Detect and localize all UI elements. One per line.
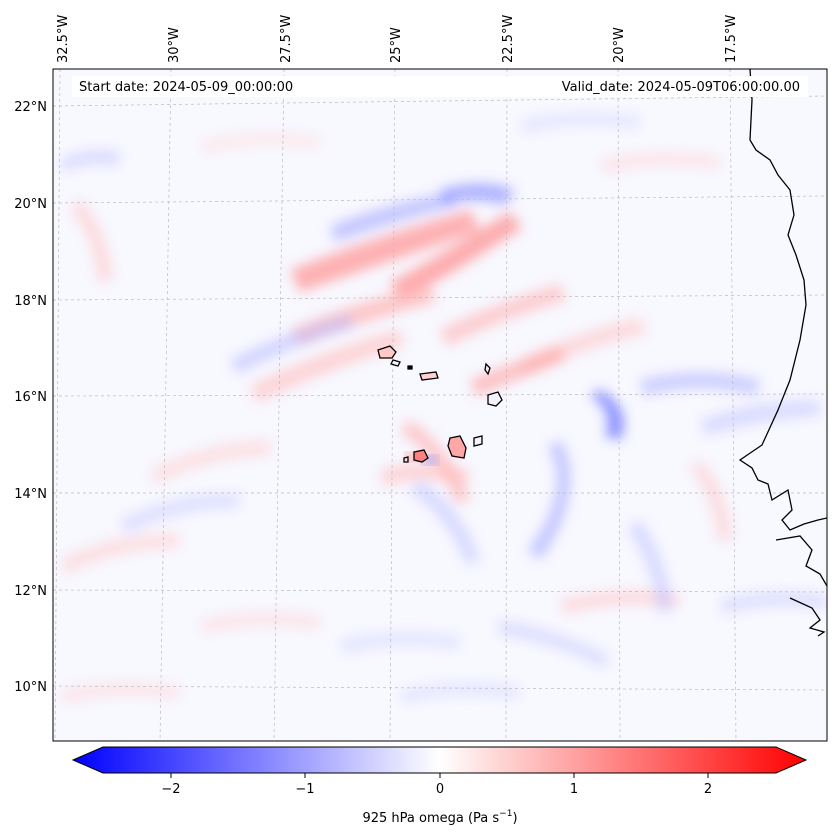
lat-label: 22°N [14,100,47,115]
colorbar: −2 −1 0 1 2 925 hPa omega (Pa s−1) [71,746,808,826]
date-annotation: Start date: 2024-05-09_00:00:00 Valid_da… [72,76,808,97]
colorbar-tick: −1 [295,782,314,797]
lon-label: 17.5°W [724,15,739,63]
valid-date-label: Valid_date: 2024-05-09T06:00:00.00 [562,80,800,95]
omega-field [60,111,827,704]
colorbar-tick: 0 [436,782,444,797]
map-background [53,69,827,741]
lon-label: 27.5°W [279,15,294,63]
lat-label: 20°N [14,197,47,212]
map-panel: Start date: 2024-05-09_00:00:00 Valid_da… [14,15,828,742]
lat-label: 10°N [14,680,47,695]
colorbar-tick: −2 [161,782,180,797]
colorbar-tick: 2 [704,782,712,797]
colorbar-gradient [71,746,808,774]
lon-label: 30°W [167,27,182,63]
colorbar-label: 925 hPa omega (Pa s−1) [362,809,517,826]
colorbar-tick: 1 [570,782,578,797]
lon-label: 20°W [612,27,627,63]
latitude-labels: 22°N 20°N 18°N 16°N 14°N 12°N 10°N [14,100,47,695]
lat-label: 14°N [14,487,47,502]
lat-label: 16°N [14,390,47,405]
colorbar-label-prefix: 925 hPa omega (Pa s [362,811,499,826]
gridlines [53,69,827,741]
cape-verde-islands [377,345,503,463]
start-date-label: Start date: 2024-05-09_00:00:00 [79,80,293,95]
longitude-labels: 32.5°W 30°W 27.5°W 25°W 22.5°W 20°W 17.5… [56,15,739,63]
coastline [738,69,827,637]
map-frame [52,68,828,742]
lat-label: 12°N [14,584,47,599]
lon-label: 32.5°W [56,15,71,63]
colorbar-label-suffix: ) [512,811,517,826]
lon-label: 22.5°W [501,15,516,63]
lat-label: 18°N [14,294,47,309]
lon-label: 25°W [389,27,404,63]
colorbar-label-exponent: −1 [499,809,512,819]
date-annotation-box [72,76,808,97]
